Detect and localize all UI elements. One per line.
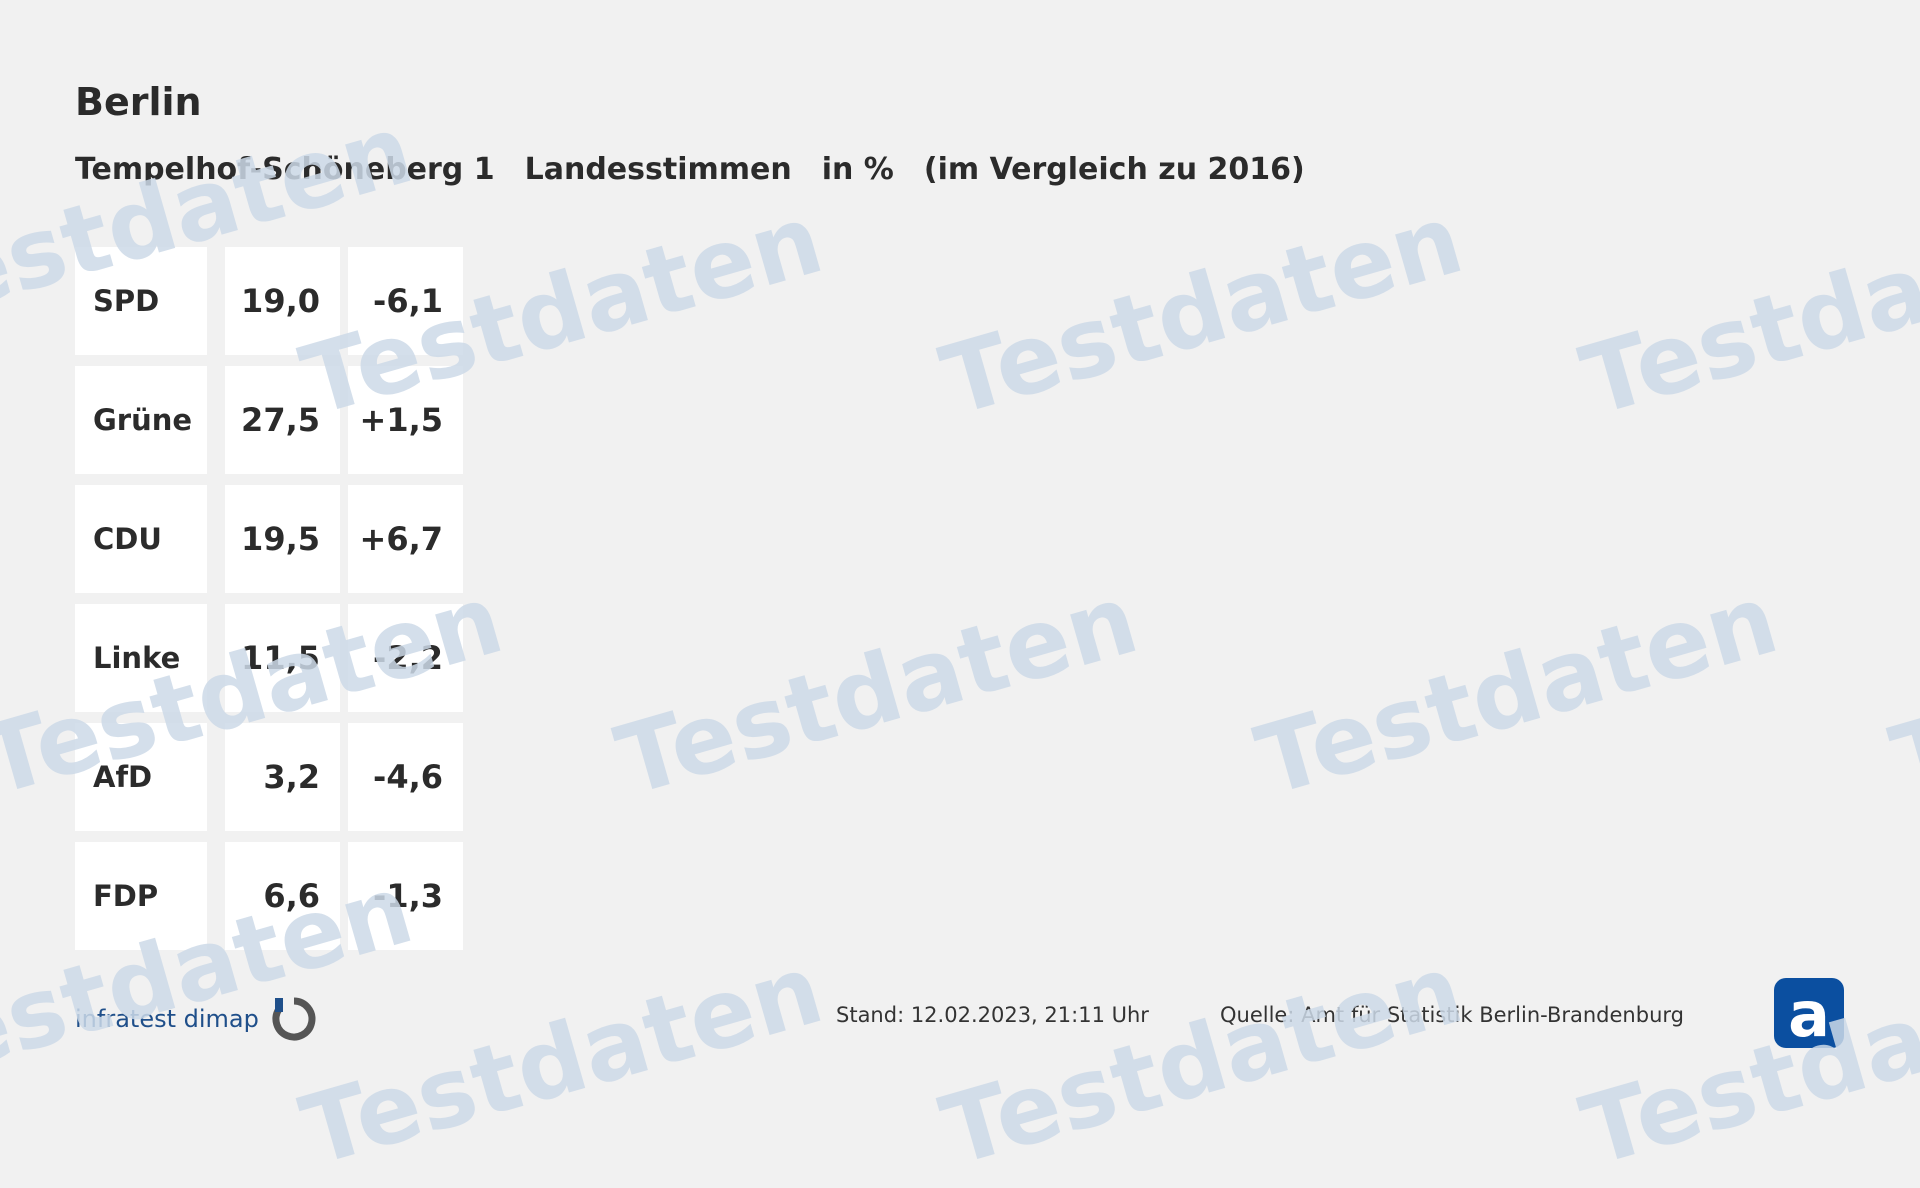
watermark: Testdaten xyxy=(930,932,1474,1188)
diff: -2,2 xyxy=(348,604,463,712)
watermark: Testdaten xyxy=(605,562,1149,818)
value: 27,5 xyxy=(225,366,340,474)
table-row: FDP 6,6 -1,3 xyxy=(75,842,463,950)
party: SPD xyxy=(75,247,207,355)
page-title: Berlin xyxy=(75,80,202,124)
value: 3,2 xyxy=(225,723,340,831)
watermark: Testdaten xyxy=(1570,182,1920,438)
table-row: SPD 19,0 -6,1 xyxy=(75,247,463,355)
watermark: Testdaten xyxy=(1570,932,1920,1188)
logo-text: infratest dimap xyxy=(75,1005,259,1033)
party: AfD xyxy=(75,723,207,831)
results-table: SPD 19,0 -6,1 Grüne 27,5 +1,5 CDU 19,5 +6,7 Li… xyxy=(75,247,463,961)
party: FDP xyxy=(75,842,207,950)
unit: in % xyxy=(821,152,894,187)
table-row: CDU 19,5 +6,7 xyxy=(75,485,463,593)
party: Grüne xyxy=(75,366,207,474)
watermark: Testdaten xyxy=(290,932,834,1188)
value: 11,5 xyxy=(225,604,340,712)
table-row: Linke 11,5 -2,2 xyxy=(75,604,463,712)
party: Linke xyxy=(75,604,207,712)
district: Tempelhof-Schöneberg 1 xyxy=(75,152,495,187)
watermark: Testdaten xyxy=(930,182,1474,438)
watermark: Testdaten xyxy=(1880,562,1920,818)
vote-type: Landesstimmen xyxy=(524,152,792,187)
diff: +1,5 xyxy=(348,366,463,474)
subtitle: Tempelhof-Schöneberg 1 Landesstimmen in % (… xyxy=(75,152,1335,187)
diff: -1,3 xyxy=(348,842,463,950)
value: 19,0 xyxy=(225,247,340,355)
watermark: Testdaten xyxy=(1245,562,1789,818)
comparison: (im Vergleich zu 2016) xyxy=(923,152,1305,187)
diff: +6,7 xyxy=(348,485,463,593)
source-text: Quelle: Amt für Statistik Berlin-Branden… xyxy=(1220,1003,1684,1027)
table-row: AfD 3,2 -4,6 xyxy=(75,723,463,831)
party: CDU xyxy=(75,485,207,593)
diff: -4,6 xyxy=(348,723,463,831)
stand-text: Stand: 12.02.2023, 21:11 Uhr xyxy=(836,1003,1149,1027)
ard-logo-icon: a xyxy=(1774,978,1844,1050)
table-row: Grüne 27,5 +1,5 xyxy=(75,366,463,474)
infratest-dimap-logo: infratest dimap xyxy=(75,996,317,1042)
svg-text:a: a xyxy=(1788,978,1830,1050)
value: 19,5 xyxy=(225,485,340,593)
logo-icon xyxy=(272,997,316,1041)
value: 6,6 xyxy=(225,842,340,950)
diff: -6,1 xyxy=(348,247,463,355)
